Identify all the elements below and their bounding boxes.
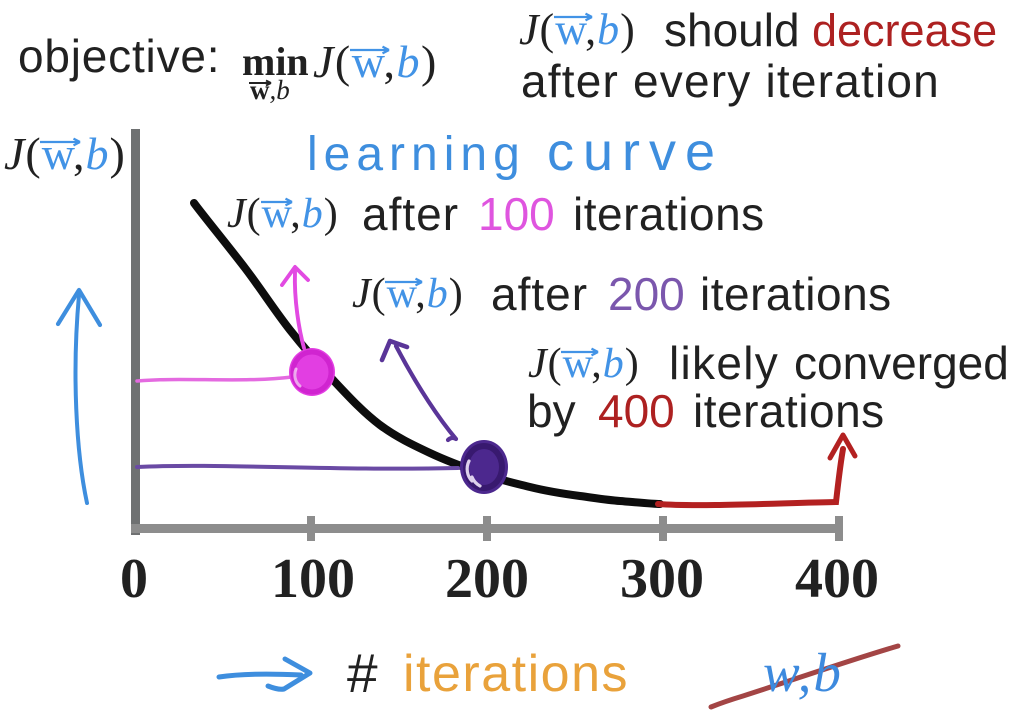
svg-text:iterations: iterations [573,188,765,240]
svg-text:by: by [527,385,576,437]
svg-text:likely: likely [669,337,779,389]
svg-text:J(w,b): J(w,b) [4,128,126,179]
svg-text:learning: learning [307,128,526,181]
svg-text:curve: curve [547,122,724,182]
svg-text:should: should [664,4,800,56]
svg-text:iterations: iterations [693,385,885,437]
svg-text:200: 200 [608,268,685,320]
svg-text:100: 100 [478,188,555,240]
svg-text:after: after [362,188,459,240]
svg-text:400: 400 [598,385,675,437]
svg-text:0: 0 [120,548,148,610]
svg-text:400: 400 [795,548,879,610]
svg-text:J(w,b): J(w,b) [528,341,640,387]
svg-text:iterations: iterations [403,645,629,703]
svg-text:after every iteration: after every iteration [521,55,940,107]
svg-text:J(w,b): J(w,b) [352,271,464,317]
svg-text:after: after [491,268,588,320]
svg-text:iterations: iterations [700,268,892,320]
svg-text:w,b: w,b [250,75,290,105]
svg-text:#: # [347,642,378,704]
svg-text:200: 200 [445,548,529,610]
svg-text:J(w,b): J(w,b) [227,191,339,237]
svg-text:300: 300 [620,548,704,610]
svg-text:min: min [242,39,309,84]
svg-text:w,b: w,b [763,642,843,703]
svg-text:objective:: objective: [18,30,220,82]
svg-text:decrease: decrease [812,5,997,56]
svg-text:converged: converged [794,337,1009,389]
svg-text:J(w,b): J(w,b) [519,5,636,54]
svg-text:J(w,b): J(w,b) [313,36,438,87]
svg-text:100: 100 [271,548,355,610]
